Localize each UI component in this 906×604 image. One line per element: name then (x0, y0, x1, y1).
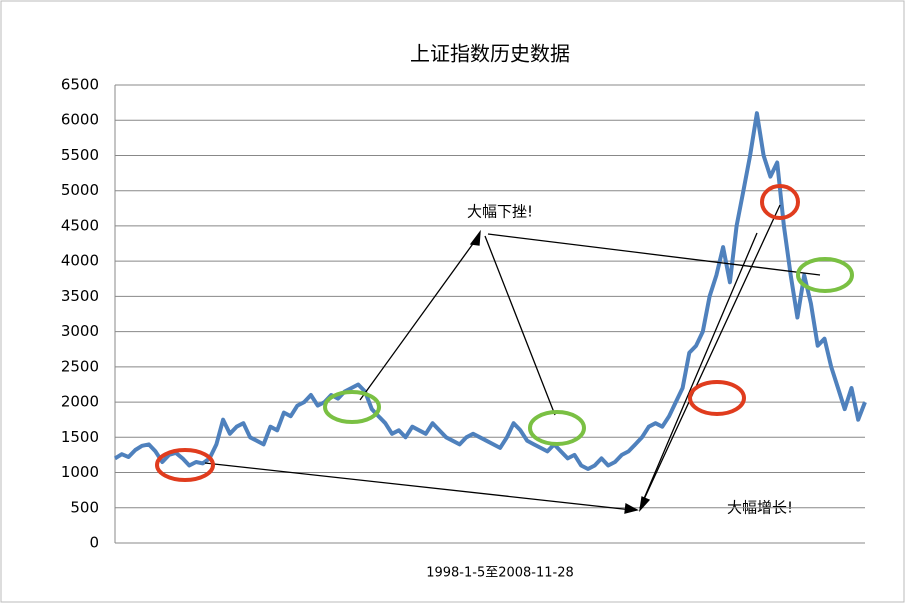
y-tick-label: 0 (89, 534, 99, 552)
y-tick-label: 6500 (61, 76, 99, 94)
circle-marker (323, 390, 381, 424)
y-tick-label: 5000 (61, 181, 99, 199)
y-tick-label: 4500 (61, 216, 99, 234)
arrow (639, 232, 758, 509)
circle-marker (760, 184, 800, 220)
arrow (204, 462, 633, 511)
y-tick-label: 3000 (61, 322, 99, 340)
y-tick-label: 2500 (61, 357, 99, 375)
circle-marker (528, 410, 586, 446)
y-tick-label: 5500 (61, 146, 99, 164)
arrows (204, 204, 821, 514)
y-tick-label: 2000 (61, 393, 99, 411)
y-tick-label: 1500 (61, 428, 99, 446)
annotation-shapes (155, 184, 854, 514)
annotation: 大幅下挫! (467, 203, 533, 221)
y-tick-label: 4000 (61, 252, 99, 270)
arrow-head (639, 496, 651, 513)
x-axis-label: 1998-1-5至2008-11-28 (426, 566, 574, 581)
arrow-head (624, 502, 639, 514)
y-tick-label: 6000 (61, 111, 99, 129)
chart-title: 上证指数历史数据 (410, 42, 570, 66)
y-tick-label: 3500 (61, 287, 99, 305)
y-tick-label: 500 (70, 498, 99, 516)
circle-marker (688, 380, 746, 416)
circle-marker (155, 448, 215, 482)
data-line (113, 111, 867, 471)
arrow (359, 233, 481, 401)
arrow-head (469, 229, 481, 246)
circle-marker (796, 257, 854, 293)
y-tick-label: 1000 (61, 463, 99, 481)
arrow (639, 204, 781, 509)
arrow (484, 235, 556, 416)
arrow (487, 233, 821, 276)
